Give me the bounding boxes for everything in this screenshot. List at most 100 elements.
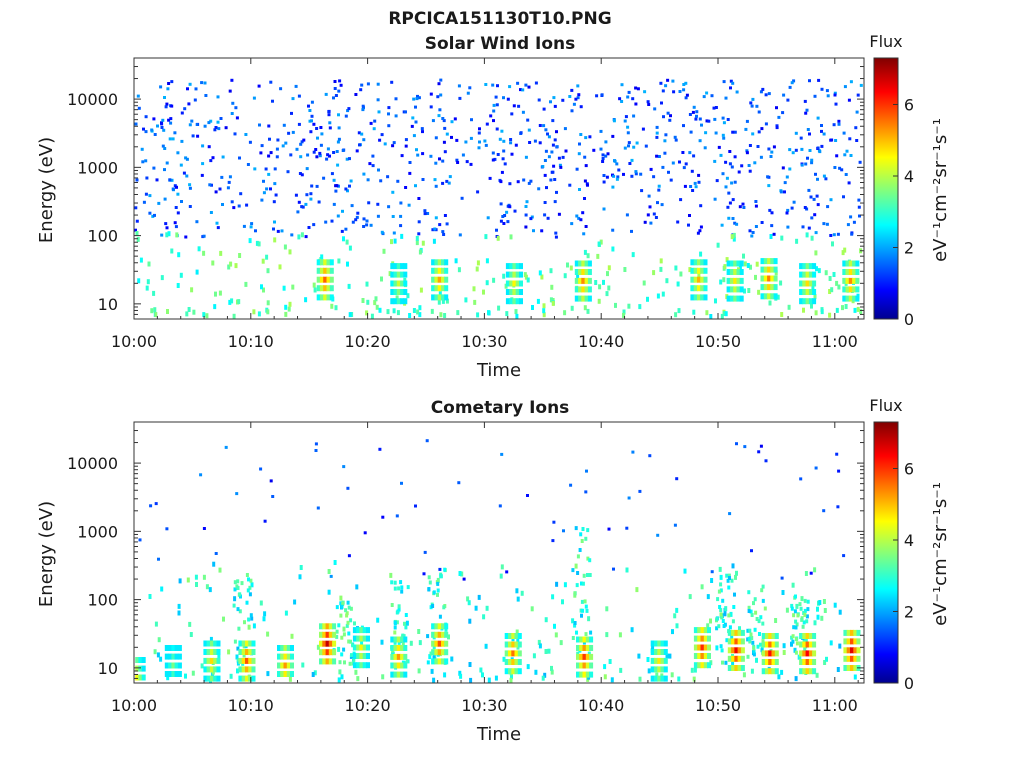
- flux-cell: [329, 285, 334, 292]
- flux-cell: [855, 277, 860, 284]
- flux-cell: [258, 123, 261, 127]
- flux-cell: [319, 143, 323, 147]
- flux-cell: [586, 528, 590, 533]
- flux-cell: [601, 157, 605, 160]
- colorbar-tick-label: 0: [904, 310, 914, 329]
- flux-cell: [157, 637, 161, 643]
- flux-cell: [812, 280, 817, 287]
- flux-cell: [417, 668, 421, 674]
- flux-cell: [802, 650, 807, 657]
- flux-cell: [742, 672, 746, 678]
- flux-cell: [852, 269, 857, 275]
- flux-cell: [246, 163, 250, 166]
- flux-cell: [666, 111, 670, 115]
- flux-cell: [794, 625, 798, 630]
- flux-cell: [180, 139, 184, 143]
- flux-cell: [441, 259, 445, 266]
- flux-cell: [847, 181, 851, 185]
- flux-cell: [460, 571, 464, 577]
- flux-cell: [336, 163, 340, 167]
- flux-cell: [641, 127, 645, 131]
- flux-cell: [400, 645, 405, 651]
- flux-cell: [277, 645, 281, 651]
- flux-cell: [747, 609, 751, 613]
- flux-cell: [736, 269, 741, 275]
- flux-cell: [299, 142, 303, 146]
- flux-cell: [328, 640, 333, 647]
- flux-cell: [476, 260, 480, 266]
- flux-cell: [165, 232, 169, 238]
- flux-cell: [430, 668, 434, 674]
- flux-cell: [703, 644, 708, 651]
- flux-cell: [771, 633, 776, 639]
- flux-cell: [765, 668, 769, 675]
- flux-cell: [787, 304, 791, 310]
- flux-cell: [729, 277, 734, 284]
- flux-cell: [386, 175, 390, 179]
- flux-cell: [203, 649, 208, 655]
- flux-cell: [739, 286, 744, 293]
- flux-cell: [516, 81, 520, 85]
- flux-cell: [740, 629, 745, 636]
- flux-cell: [818, 600, 822, 605]
- flux-cell: [396, 662, 401, 669]
- flux-cell: [694, 185, 698, 189]
- flux-cell: [332, 151, 336, 154]
- flux-cell: [441, 267, 445, 274]
- flux-cell: [698, 139, 702, 143]
- flux-cell: [230, 200, 234, 204]
- flux-cell: [371, 154, 375, 158]
- flux-cell: [581, 260, 586, 267]
- flux-cell: [374, 296, 378, 302]
- flux-cell: [808, 650, 813, 657]
- flux-cell: [748, 169, 752, 173]
- flux-cell: [330, 172, 334, 176]
- flux-cell: [599, 239, 603, 245]
- x-tick-label: 10:50: [695, 332, 741, 351]
- flux-cell: [248, 585, 252, 590]
- flux-cell: [491, 158, 495, 162]
- flux-cell: [380, 230, 384, 234]
- flux-cell: [267, 154, 271, 158]
- flux-cell: [400, 263, 405, 270]
- flux-cell: [214, 126, 218, 129]
- flux-cell: [571, 568, 575, 573]
- flux-cell: [327, 113, 331, 117]
- flux-cell: [585, 608, 589, 613]
- flux-cell: [286, 671, 291, 677]
- flux-cell: [390, 239, 393, 245]
- flux-cell: [216, 120, 220, 124]
- flux-cell: [799, 659, 804, 665]
- flux-cell: [166, 309, 169, 314]
- flux-cell: [216, 657, 221, 664]
- flux-cell: [737, 655, 742, 662]
- flux-cell: [783, 181, 787, 185]
- flux-cell: [171, 653, 176, 660]
- flux-cell: [774, 668, 779, 675]
- flux-cell: [810, 216, 814, 220]
- flux-cell: [344, 187, 348, 191]
- flux-cell: [818, 150, 822, 154]
- flux-cell: [174, 645, 179, 651]
- flux-cell: [631, 252, 635, 258]
- flux-cell: [555, 190, 558, 194]
- flux-cell: [688, 267, 692, 273]
- flux-cell: [134, 206, 138, 210]
- flux-cell: [547, 135, 551, 139]
- flux-cell: [305, 193, 309, 197]
- flux-cell: [734, 638, 739, 645]
- flux-cell: [856, 647, 861, 654]
- flux-cell: [320, 254, 324, 260]
- x-tick-label: 10:40: [578, 332, 624, 351]
- flux-cell: [346, 486, 350, 490]
- flux-cell: [543, 672, 547, 678]
- flux-cell: [393, 653, 398, 660]
- flux-cell: [287, 131, 291, 135]
- flux-cell: [205, 313, 209, 319]
- flux-cell: [273, 182, 277, 186]
- flux-cell: [722, 624, 726, 628]
- flux-cell: [344, 608, 348, 613]
- flux-cell: [437, 259, 442, 266]
- flux-cell: [584, 536, 588, 541]
- flux-cell: [698, 229, 702, 233]
